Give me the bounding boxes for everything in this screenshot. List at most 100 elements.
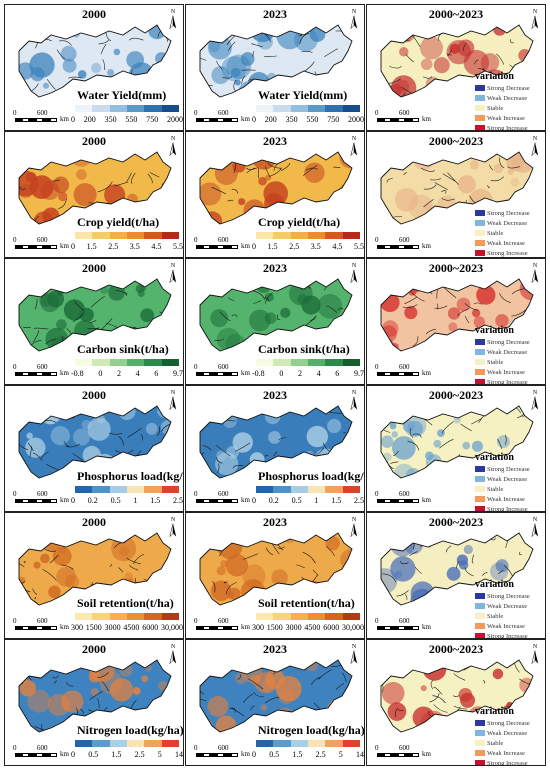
scale-mid: 600 — [399, 363, 410, 371]
scale-mid: 600 — [218, 236, 229, 244]
panel-phosphorus-load-2023: 2023 N Phosphorus load(kg/ha) 0 0.2 0.5 1 1.5 2.… — [185, 385, 365, 512]
legend-swatch — [290, 486, 308, 493]
legend-tick-label: -0.8 — [71, 369, 84, 378]
legend-swatch — [325, 486, 343, 493]
legend-swatch — [109, 613, 127, 620]
north-arrow-icon: N — [167, 136, 179, 160]
legend-tick-label: 6000 — [323, 623, 340, 632]
legend-ticks: 300 1500 3000 4500 6000 30,000 — [252, 623, 364, 632]
legend-swatch — [273, 105, 291, 112]
scale-unit: km — [422, 369, 431, 377]
legend-tick-label: 2.5 — [134, 750, 145, 759]
legend-swatch — [126, 232, 145, 239]
variation-item: Stable — [475, 103, 539, 113]
north-arrow-icon: N — [167, 644, 179, 668]
basin-map — [18, 151, 172, 225]
scale-unit: km — [241, 242, 250, 250]
basin-map — [199, 659, 353, 733]
variation-swatch — [475, 230, 485, 236]
legend-color-ramp — [75, 740, 179, 747]
legend-title: Crop yield(t/ha) — [258, 215, 341, 229]
variation-label: Weak Increase — [487, 114, 525, 122]
legend-tick-label: 0.5 — [110, 496, 121, 505]
scale-unit: km — [422, 115, 431, 123]
legend-swatch — [109, 359, 127, 366]
scale-mid: 600 — [399, 744, 410, 752]
variation-swatch — [475, 105, 485, 111]
north-label: N — [351, 263, 357, 269]
legend-swatch — [342, 740, 360, 747]
scale-bar: 0 600 km — [375, 236, 447, 250]
panel-year-title: 2000 — [82, 515, 106, 529]
legend-color-ramp — [75, 613, 179, 620]
scale-zero: 0 — [13, 236, 17, 244]
legend-swatch — [144, 740, 162, 747]
legend-title: Carbon sink(t/ha) — [258, 342, 350, 356]
legend-ticks: 0 200 350 550 750 2000 — [252, 115, 364, 124]
legend-swatch — [325, 740, 343, 747]
legend-swatch — [75, 486, 93, 493]
panel-crop-yield-2000: 2000 N Crop yield(t/ha) 0 1.5 2.5 3.5 4.5 5.5 0 60… — [4, 131, 184, 258]
variation-item: Strong Increase — [475, 123, 539, 130]
legend-tick-label: 0 — [98, 369, 103, 378]
variation-swatch — [475, 250, 485, 256]
north-arrow-icon: N — [348, 9, 360, 33]
scale-zero: 0 — [13, 617, 17, 625]
legend-tick-label: 30,000 — [341, 623, 364, 632]
scale-zero: 0 — [375, 617, 379, 625]
scale-bar: 0 600 km — [13, 236, 85, 250]
north-label: N — [351, 390, 357, 396]
variation-swatch — [475, 240, 485, 246]
legend-swatch — [92, 105, 110, 112]
legend-swatch — [161, 740, 179, 747]
scale-zero: 0 — [375, 236, 379, 244]
legend-tick-label: 2.5 — [172, 496, 183, 505]
scale-bar: 0 600 km — [194, 363, 266, 377]
legend-swatch — [256, 359, 274, 366]
variation-legend: Strong Decrease Weak Decrease Stable Weak I… — [475, 208, 539, 257]
north-label: N — [170, 136, 176, 142]
scale-bar: 0 600 km — [13, 363, 85, 377]
legend-swatch — [92, 359, 110, 366]
scale-unit: km — [241, 750, 250, 758]
variation-label: Strong Decrease — [487, 592, 530, 600]
variation-swatch — [475, 623, 485, 629]
panel-year-title: 2000 — [82, 134, 106, 148]
variation-item: Weak Increase — [475, 748, 539, 758]
legend-tick-label: 2000 — [347, 115, 364, 124]
legend-tick-label: 5 — [157, 750, 162, 759]
variation-label: Weak Decrease — [487, 219, 528, 227]
variation-swatch — [475, 613, 485, 619]
basin-map — [18, 405, 172, 479]
scale-zero: 0 — [13, 109, 17, 117]
scale-unit: km — [422, 623, 431, 631]
legend-tick-label: 3000 — [104, 623, 121, 632]
legend-title: Phosphorus load(kg/ha) — [77, 469, 183, 483]
variation-item: Strong Decrease — [475, 83, 539, 93]
variation-swatch — [475, 486, 485, 492]
variation-label: Stable — [487, 739, 504, 747]
basin-map — [380, 532, 534, 606]
variation-item: Weak Increase — [475, 494, 539, 504]
legend-tick-label: 0 — [252, 242, 256, 251]
legend-color-ramp — [256, 740, 360, 747]
legend-tick-label: 1.5 — [150, 496, 161, 505]
legend-swatch — [290, 232, 308, 239]
scale-zero: 0 — [375, 109, 379, 117]
legend-swatch — [161, 359, 179, 366]
variation-swatch — [475, 730, 485, 736]
scale-unit: km — [422, 750, 431, 758]
scale-mid: 600 — [399, 490, 410, 498]
variation-label: Strong Increase — [487, 759, 528, 766]
variation-item: Strong Decrease — [475, 337, 539, 347]
variation-item: Strong Increase — [475, 377, 539, 384]
panel-year-title: 2000~2023 — [428, 388, 484, 402]
scale-zero: 0 — [13, 363, 17, 371]
panel-phosphorus-load-change: 2000~2023 N 0 600 km variation Strong Decrease… — [366, 385, 546, 512]
legend-tick-label: 750 — [146, 115, 159, 124]
scale-mid: 600 — [37, 490, 48, 498]
north-label: N — [532, 644, 538, 650]
legend-tick-label: 550 — [125, 115, 138, 124]
variation-swatch — [475, 720, 485, 726]
